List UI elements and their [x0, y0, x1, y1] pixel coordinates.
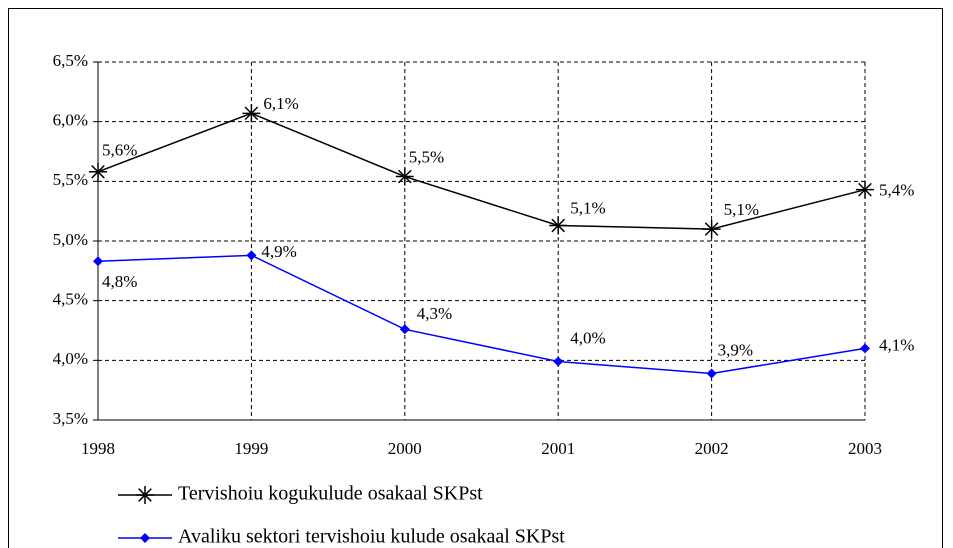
legend-label: Avaliku sektori tervishoiu kulude osakaa…	[178, 526, 565, 548]
data-label: 5,6%	[102, 141, 137, 160]
data-point	[549, 216, 568, 235]
y-tick-label: 5,0%	[53, 230, 88, 249]
data-point	[856, 180, 874, 199]
data-point	[242, 104, 261, 123]
x-tick-label: 2001	[541, 439, 575, 458]
data-point	[706, 368, 717, 379]
data-point	[860, 343, 870, 354]
y-tick-label: 4,0%	[53, 349, 88, 368]
y-tick-label: 5,5%	[53, 170, 88, 189]
data-label: 5,5%	[409, 147, 444, 166]
legend-label: Tervishoiu kogukulude osakaal SKPst	[178, 483, 483, 505]
data-label: 5,4%	[879, 181, 914, 200]
x-tick-label: 2000	[388, 439, 422, 458]
data-point	[89, 162, 107, 181]
data-label: 6,1%	[263, 94, 298, 113]
series-line	[97, 254, 866, 375]
data-label: 5,1%	[570, 198, 605, 217]
data-label: 5,1%	[724, 200, 759, 219]
data-point	[93, 256, 103, 267]
data-point	[395, 167, 414, 186]
series-line	[97, 112, 866, 230]
y-tick-label: 4,5%	[53, 290, 88, 309]
data-label: 4,8%	[102, 272, 137, 291]
x-tick-label: 1999	[234, 439, 268, 458]
x-tick-label: 2002	[695, 439, 729, 458]
x-tick-label: 2003	[848, 439, 882, 458]
y-tick-label: 3,5%	[53, 409, 88, 428]
y-tick-label: 6,0%	[53, 111, 88, 130]
data-label: 3,9%	[718, 340, 753, 359]
data-label: 4,0%	[570, 328, 605, 347]
y-tick-label: 6,5%	[53, 51, 88, 70]
data-label: 4,3%	[417, 304, 452, 323]
data-point	[399, 324, 410, 335]
data-point	[246, 250, 257, 261]
frame	[8, 8, 943, 548]
data-label: 4,1%	[879, 335, 914, 354]
data-label: 4,9%	[261, 242, 296, 261]
legend-marker	[140, 533, 150, 543]
data-point	[553, 356, 564, 367]
x-tick-label: 1998	[81, 439, 115, 458]
data-point	[702, 220, 721, 239]
legend-marker	[136, 486, 154, 504]
